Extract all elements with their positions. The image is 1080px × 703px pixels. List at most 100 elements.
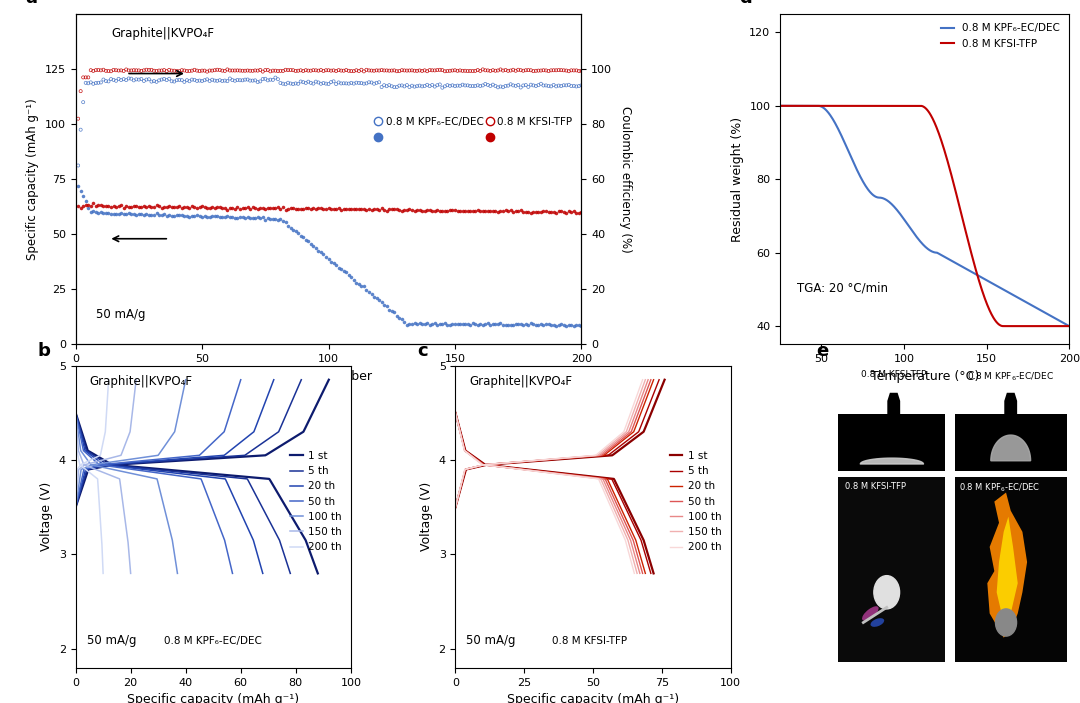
Point [261, 213, 279, 224]
Point [310, 65, 327, 77]
Point [131, 74, 148, 85]
Point [346, 78, 363, 89]
Point [99, 65, 117, 77]
Point [82, 77, 99, 88]
Point [231, 65, 248, 76]
Point [368, 292, 386, 303]
Point [357, 64, 375, 75]
Text: 0.8 M KPF$_6$-EC/DEC: 0.8 M KPF$_6$-EC/DEC [959, 482, 1040, 494]
20 th [69, 503, 82, 512]
Point [464, 317, 482, 328]
Point [446, 318, 463, 330]
Point [357, 285, 375, 296]
200 th [89, 453, 102, 462]
Point [284, 202, 301, 214]
Point [82, 65, 99, 76]
Point [368, 77, 386, 89]
Point [165, 210, 183, 221]
Point [350, 65, 367, 77]
Point [515, 65, 532, 77]
Point [120, 202, 137, 213]
50 th [171, 453, 184, 462]
Point [184, 211, 201, 222]
Point [178, 210, 195, 221]
Point [103, 65, 120, 77]
Point [442, 80, 459, 91]
Point [399, 79, 416, 91]
Point [370, 65, 388, 76]
100 th [567, 453, 580, 462]
Point [555, 65, 572, 76]
5 th [259, 437, 272, 445]
Text: a: a [25, 0, 37, 8]
Point [370, 77, 388, 88]
Point [519, 319, 537, 330]
Point [186, 64, 203, 75]
Point [148, 208, 165, 219]
Point [99, 207, 117, 219]
Point [474, 64, 491, 75]
Point [542, 81, 559, 92]
Point [348, 77, 365, 89]
Point [125, 75, 143, 86]
Point [120, 65, 137, 76]
Point [361, 77, 378, 88]
Point [482, 319, 499, 330]
1 st [322, 375, 335, 384]
Point [429, 79, 446, 91]
150 th [639, 375, 652, 384]
Point [219, 75, 237, 86]
Point [527, 320, 544, 331]
Text: b: b [37, 342, 50, 359]
Point [120, 73, 137, 84]
Point [459, 205, 476, 217]
Point [77, 77, 94, 89]
Point [391, 80, 408, 91]
Point [565, 80, 582, 91]
5 th [203, 453, 216, 462]
Point [208, 210, 226, 221]
Point [244, 202, 261, 213]
150 th [562, 453, 575, 462]
Point [431, 318, 448, 329]
Point [135, 200, 152, 212]
Point [401, 204, 418, 215]
Point [519, 207, 537, 218]
Point [414, 81, 431, 92]
Point [201, 75, 218, 86]
Point [561, 319, 578, 330]
Point [193, 75, 211, 86]
100 th [642, 375, 654, 384]
Point [110, 200, 127, 212]
Point [459, 65, 476, 77]
Point [395, 65, 413, 76]
Point [282, 222, 299, 233]
Point [292, 76, 309, 87]
Point [105, 200, 122, 212]
Point [393, 314, 410, 325]
Point [570, 207, 588, 218]
Line: 20 th: 20 th [456, 380, 653, 508]
Point [353, 204, 370, 215]
Point [380, 304, 397, 316]
Point [410, 65, 428, 76]
Point [457, 80, 474, 91]
Point [287, 78, 305, 89]
Point [72, 202, 90, 213]
200 th [619, 424, 632, 432]
Point [161, 64, 178, 75]
Point [363, 289, 380, 300]
Point [408, 318, 426, 330]
Point [312, 65, 329, 76]
Point [188, 75, 205, 86]
Point [333, 65, 350, 76]
Point [276, 217, 294, 228]
Point [265, 213, 282, 224]
Point [376, 65, 393, 76]
50 th [565, 453, 578, 462]
5 th [69, 503, 82, 512]
Point [408, 65, 426, 77]
Point [421, 319, 438, 330]
Point [125, 65, 143, 76]
Point [299, 203, 316, 214]
